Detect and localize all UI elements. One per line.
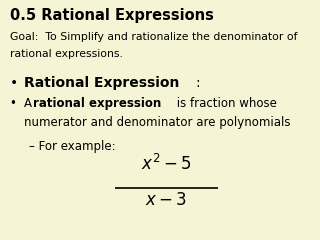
Text: 0.5 Rational Expressions: 0.5 Rational Expressions [10, 8, 213, 24]
Text: is fraction whose: is fraction whose [173, 97, 277, 110]
Text: •: • [10, 76, 18, 90]
Text: $x-3$: $x-3$ [145, 191, 188, 209]
Text: numerator and denominator are polynomials: numerator and denominator are polynomial… [24, 116, 291, 129]
Text: rational expressions.: rational expressions. [10, 49, 123, 59]
Text: Goal:  To Simplify and rationalize the denominator of: Goal: To Simplify and rationalize the de… [10, 32, 297, 42]
Text: rational expression: rational expression [33, 97, 161, 110]
Text: •: • [10, 97, 16, 110]
Text: $x^{2}-5$: $x^{2}-5$ [141, 154, 192, 174]
Text: A: A [24, 97, 36, 110]
Text: – For example:: – For example: [29, 140, 116, 153]
Text: Rational Expression: Rational Expression [24, 76, 180, 90]
Text: :: : [195, 76, 200, 90]
